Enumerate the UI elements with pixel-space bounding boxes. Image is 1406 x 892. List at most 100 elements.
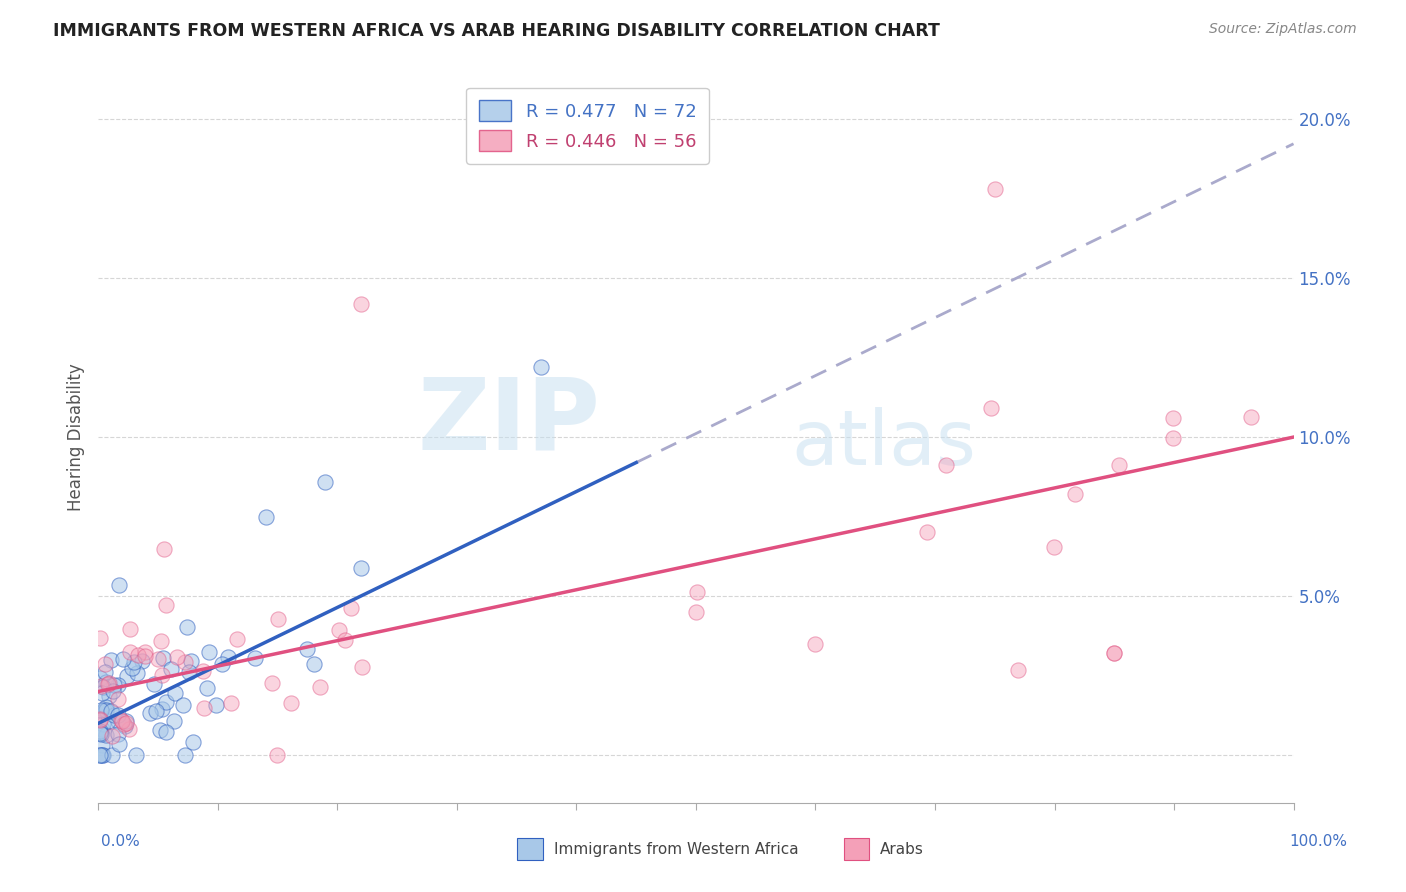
Point [118, 622, 141, 636]
Point [160, 662, 183, 676]
Point [174, 656, 197, 670]
Point [91, 686, 114, 700]
Point [100, 748, 122, 763]
Point [91, 748, 114, 763]
Point [195, 681, 218, 695]
Text: atlas: atlas [792, 408, 976, 482]
Point [91, 717, 114, 731]
Point [280, 696, 302, 710]
Point [302, 657, 325, 672]
Point [118, 722, 141, 736]
Point [172, 698, 194, 712]
Point [94, 728, 117, 742]
Point [100, 729, 122, 743]
Point [174, 748, 197, 763]
Point [308, 680, 330, 694]
Point [90, 727, 112, 741]
Text: Source: ZipAtlas.com: Source: ZipAtlas.com [1209, 22, 1357, 37]
Text: 0.0%: 0.0% [101, 834, 141, 848]
Point [94, 657, 117, 671]
Point [340, 601, 363, 615]
Point [150, 633, 173, 648]
Point [980, 401, 1002, 415]
Point [107, 578, 129, 592]
Point [90, 703, 112, 717]
Point [1240, 409, 1263, 424]
Point [193, 701, 215, 715]
Point [152, 651, 174, 665]
Point [935, 458, 957, 472]
Point [131, 654, 153, 668]
Point [155, 695, 177, 709]
Point [262, 675, 284, 690]
Point [155, 724, 177, 739]
Point [335, 632, 357, 647]
Point [165, 686, 187, 700]
Point [804, 637, 827, 651]
Legend: R = 0.477   N = 72, R = 0.446   N = 56: R = 0.477 N = 72, R = 0.446 N = 56 [465, 87, 709, 164]
Point [295, 641, 318, 656]
Point [89, 723, 111, 738]
Point [176, 620, 198, 634]
Point [96, 675, 118, 690]
Point [115, 668, 138, 682]
Point [350, 561, 373, 575]
Point [685, 605, 707, 619]
Point [350, 660, 373, 674]
Point [122, 655, 145, 669]
Point [107, 707, 129, 722]
Point [114, 714, 136, 729]
Point [91, 680, 114, 694]
Point [266, 748, 288, 763]
Point [100, 704, 122, 718]
Point [97, 690, 120, 704]
Point [1064, 487, 1087, 501]
Point [89, 671, 111, 685]
Point [91, 723, 114, 737]
Point [111, 714, 134, 728]
Point [97, 677, 120, 691]
Point [219, 696, 242, 710]
Point [245, 651, 267, 665]
Point [107, 678, 129, 692]
Point [1104, 646, 1126, 660]
Point [1161, 411, 1184, 425]
Point [90, 748, 112, 763]
Point [94, 665, 117, 679]
Point [315, 475, 337, 489]
Point [139, 706, 162, 720]
Point [112, 717, 135, 731]
Point [177, 665, 200, 679]
Point [226, 632, 249, 646]
Point [89, 725, 111, 739]
Point [107, 714, 129, 728]
Point [1108, 458, 1130, 473]
Text: IMMIGRANTS FROM WESTERN AFRICA VS ARAB HEARING DISABILITY CORRELATION CHART: IMMIGRANTS FROM WESTERN AFRICA VS ARAB H… [53, 22, 941, 40]
Point [110, 713, 132, 727]
Point [211, 657, 233, 671]
Point [134, 645, 156, 659]
Point [89, 712, 111, 726]
Point [191, 664, 214, 678]
Point [254, 509, 277, 524]
Point [328, 623, 350, 637]
Point [94, 699, 117, 714]
Point [145, 704, 167, 718]
Point [96, 703, 118, 717]
Point [149, 723, 172, 737]
Point [120, 644, 142, 658]
Point [205, 698, 228, 712]
Point [112, 652, 135, 666]
Point [530, 360, 553, 375]
Point [97, 676, 120, 690]
Point [134, 648, 156, 663]
Point [1042, 541, 1064, 555]
Point [125, 666, 148, 681]
Point [150, 702, 173, 716]
Point [97, 714, 120, 728]
Point [103, 678, 125, 692]
Point [685, 585, 707, 599]
Point [150, 668, 173, 682]
Point [155, 599, 177, 613]
Point [107, 727, 129, 741]
